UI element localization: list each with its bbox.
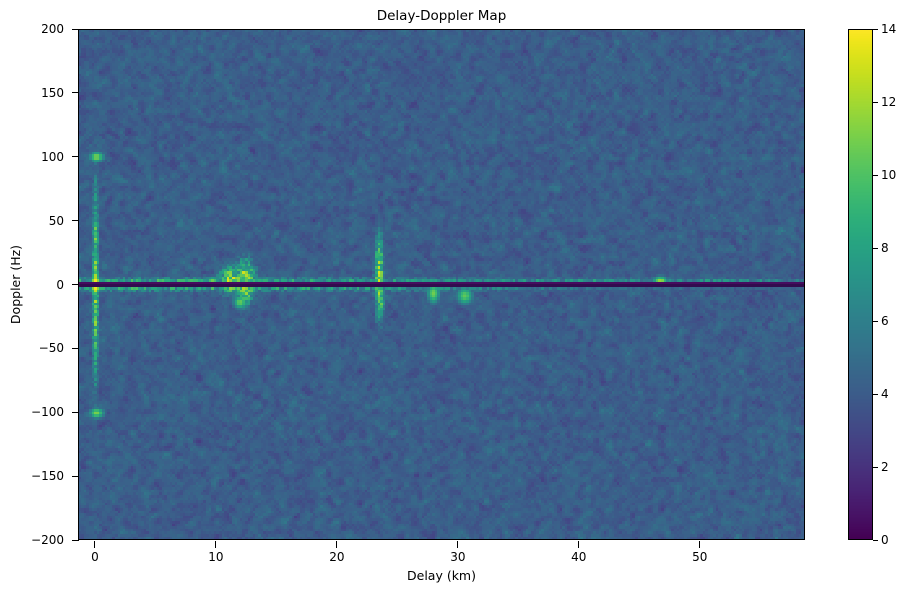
y-tick-label: 50 <box>48 213 64 228</box>
x-tick-label: 40 <box>571 550 587 564</box>
page-title: Delay-Doppler Map <box>376 8 507 24</box>
y-tick-mark <box>71 156 79 158</box>
colorbar-tick-mark <box>873 539 878 541</box>
y-axis-label: Doppler (Hz) <box>8 244 23 325</box>
colorbar-gradient <box>849 30 872 539</box>
x-tick-mark <box>215 540 217 548</box>
y-tick-mark <box>71 411 79 413</box>
x-tick-mark <box>336 540 338 548</box>
y-tick-label: −50 <box>38 341 64 356</box>
x-tick-label: 30 <box>450 550 466 564</box>
x-tick-label: 0 <box>91 550 99 564</box>
heatmap-axes <box>78 29 805 540</box>
colorbar-tick-mark <box>873 247 878 249</box>
colorbar-tick-mark <box>873 393 878 395</box>
colorbar-tick-label: 12 <box>881 95 897 109</box>
colorbar-tick-label: 2 <box>881 460 889 474</box>
y-tick-label: −150 <box>31 469 64 484</box>
y-tick-mark <box>71 539 79 541</box>
colorbar-tick-label: 14 <box>881 22 897 36</box>
x-tick-label: 10 <box>208 550 224 564</box>
colorbar-tick-mark <box>873 320 878 322</box>
colorbar-tick-label: 8 <box>881 241 889 255</box>
y-tick-mark <box>71 28 79 30</box>
y-tick-label: −100 <box>31 405 64 420</box>
colorbar-tick-mark <box>873 174 878 176</box>
x-axis-label: Delay (km) <box>407 568 476 583</box>
y-tick-label: 0 <box>56 277 64 292</box>
y-tick-mark <box>71 284 79 285</box>
x-tick-mark <box>457 540 459 548</box>
colorbar-tick-label: 4 <box>881 387 889 401</box>
y-tick-mark <box>71 92 79 94</box>
y-tick-label: −200 <box>31 533 64 547</box>
x-tick-mark <box>699 540 701 548</box>
x-tick-mark <box>94 540 96 548</box>
y-tick-label: 150 <box>41 85 64 100</box>
x-tick-mark <box>578 540 580 548</box>
colorbar-tick-label: 10 <box>881 168 897 182</box>
colorbar <box>848 29 873 540</box>
y-tick-mark <box>71 220 79 222</box>
colorbar-tick-mark <box>873 466 878 468</box>
colorbar-tick-mark <box>873 101 878 103</box>
delay-doppler-heatmap <box>79 30 804 539</box>
x-tick-label: 20 <box>329 550 345 564</box>
colorbar-tick-label: 6 <box>881 314 889 328</box>
y-tick-mark <box>71 475 79 477</box>
colorbar-tick-label: 0 <box>881 533 889 547</box>
y-tick-mark <box>71 347 79 349</box>
y-tick-label: 200 <box>41 22 64 36</box>
y-tick-label: 100 <box>41 149 64 164</box>
colorbar-tick-mark <box>873 28 878 30</box>
x-tick-label: 50 <box>692 550 708 564</box>
